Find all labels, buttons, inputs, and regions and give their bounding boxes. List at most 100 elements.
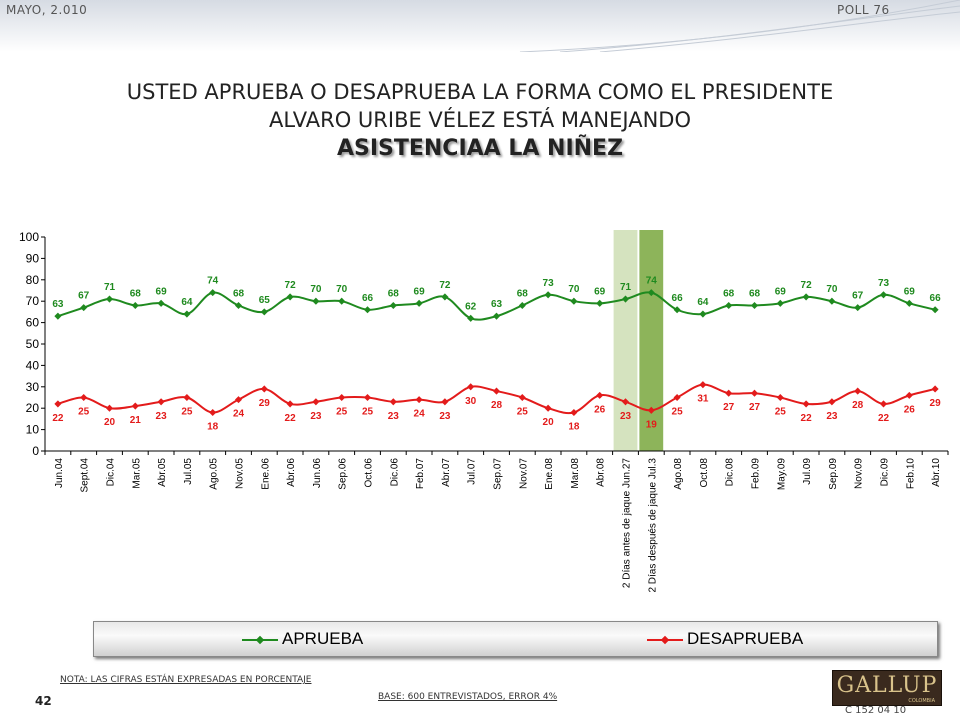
legend-approve-marker (242, 635, 278, 644)
data-label-approve: 71 (620, 282, 632, 293)
data-point-disapprove (260, 385, 268, 393)
data-label-approve: 68 (130, 288, 142, 299)
data-point-approve (80, 304, 88, 312)
data-label-disapprove: 29 (930, 398, 942, 409)
data-label-approve: 74 (207, 276, 219, 287)
legend-item-approve: APRUEBA (242, 629, 363, 649)
data-point-disapprove (286, 400, 294, 408)
x-tick-label: Sep.07 (493, 458, 504, 490)
data-point-disapprove (209, 408, 217, 417)
y-tick-label: 20 (26, 401, 40, 415)
data-point-approve (544, 291, 552, 299)
x-tick-label: Sep.09 (828, 458, 839, 490)
data-label-disapprove: 20 (104, 417, 116, 428)
data-label-approve: 68 (749, 288, 761, 299)
data-point-disapprove (854, 387, 862, 395)
title-line-1: USTED APRUEBA O DESAPRUEBA LA FORMA COMO… (126, 80, 834, 104)
data-point-disapprove (931, 385, 939, 393)
legend-item-disapprove: DESAPRUEBA (647, 629, 803, 649)
y-tick-label: 0 (32, 444, 39, 458)
x-tick-label: Dic.04 (106, 458, 117, 487)
x-tick-label: Ago.05 (209, 458, 220, 490)
data-label-disapprove: 30 (465, 396, 477, 407)
data-point-disapprove (518, 393, 526, 402)
data-point-disapprove (828, 398, 836, 406)
y-tick-label: 10 (26, 423, 40, 437)
data-label-approve: 64 (697, 297, 709, 308)
data-point-disapprove (725, 389, 733, 397)
data-point-disapprove (621, 398, 630, 406)
x-tick-label: Nov.09 (854, 458, 865, 489)
data-label-disapprove: 29 (259, 398, 271, 409)
data-point-disapprove (647, 406, 655, 414)
gallup-logo: GALLUP COLOMBIA (832, 670, 942, 706)
highlight-band (613, 230, 638, 451)
y-tick-label: 80 (26, 273, 40, 287)
data-point-approve (389, 301, 397, 310)
data-point-disapprove (699, 381, 707, 389)
data-label-disapprove: 27 (749, 402, 761, 413)
legend-approve-label: APRUEBA (282, 629, 364, 648)
line-chart: 0 10 20 30 40 50 60 70 80 90 100 Jun.04 Sept.04 Dic.0… (19, 230, 949, 593)
chart-legend: APRUEBA DESAPRUEBA (93, 621, 938, 657)
data-point-disapprove (879, 400, 888, 408)
data-label-approve: 63 (52, 299, 64, 310)
data-label-disapprove: 25 (181, 407, 193, 418)
data-point-disapprove (776, 393, 784, 402)
page-number: 42 (35, 694, 52, 708)
highlight-band (639, 230, 664, 451)
x-tick-label: Dic.08 (725, 458, 736, 487)
x-tick-label: Jul.07 (467, 458, 478, 485)
data-point-approve (312, 297, 320, 305)
x-tick-label: Ago.08 (673, 458, 684, 490)
x-tick-label: Abr.05 (157, 458, 168, 487)
data-label-approve: 69 (414, 286, 426, 297)
data-label-disapprove: 23 (388, 411, 400, 422)
data-point-approve (905, 299, 913, 307)
y-tick-label: 60 (26, 316, 40, 330)
x-tick-label: Nov.05 (235, 458, 246, 489)
data-label-approve: 67 (78, 291, 90, 302)
data-point-approve (209, 289, 217, 297)
data-label-disapprove: 31 (697, 394, 709, 405)
x-tick-label: Ene.06 (260, 458, 271, 490)
data-label-disapprove: 23 (310, 411, 322, 422)
data-point-approve (828, 297, 836, 305)
data-label-disapprove: 25 (78, 407, 90, 418)
data-label-disapprove: 25 (336, 407, 348, 418)
x-tick-label: May.09 (776, 458, 787, 490)
data-label-approve: 69 (156, 286, 168, 297)
data-label-disapprove: 24 (414, 409, 426, 420)
data-point-disapprove (750, 389, 759, 397)
data-point-approve (54, 312, 62, 320)
data-point-disapprove (415, 396, 423, 404)
data-point-approve (234, 301, 243, 310)
data-point-approve (647, 289, 655, 297)
x-tick-label: Abr.10 (931, 458, 942, 487)
x-tick-label: Abr.07 (441, 458, 452, 487)
data-label-approve: 63 (491, 299, 503, 310)
data-point-approve (854, 304, 862, 312)
data-point-approve (338, 297, 346, 305)
data-label-approve: 70 (310, 284, 322, 295)
logo-wordmark: GALLUP (836, 673, 938, 698)
data-point-disapprove (131, 402, 139, 410)
data-label-approve: 67 (852, 291, 864, 302)
data-point-disapprove (673, 393, 681, 402)
data-label-disapprove: 19 (646, 419, 658, 430)
data-point-disapprove (802, 400, 810, 408)
data-point-approve (699, 310, 707, 318)
data-label-approve: 62 (465, 301, 477, 312)
data-label-disapprove: 18 (207, 421, 219, 432)
data-point-approve (363, 306, 372, 314)
data-label-disapprove: 26 (594, 404, 606, 415)
x-tick-label: Feb.10 (905, 458, 916, 490)
sample-base: BASE: 600 ENTREVISTADOS, ERROR 4% (378, 692, 558, 702)
data-point-disapprove (338, 393, 346, 402)
data-label-approve: 71 (104, 282, 116, 293)
data-label-disapprove: 20 (543, 417, 555, 428)
data-label-approve: 68 (723, 288, 735, 299)
data-label-approve: 72 (439, 280, 451, 291)
x-tick-label: Oct.08 (699, 458, 710, 488)
data-point-disapprove (905, 391, 913, 399)
